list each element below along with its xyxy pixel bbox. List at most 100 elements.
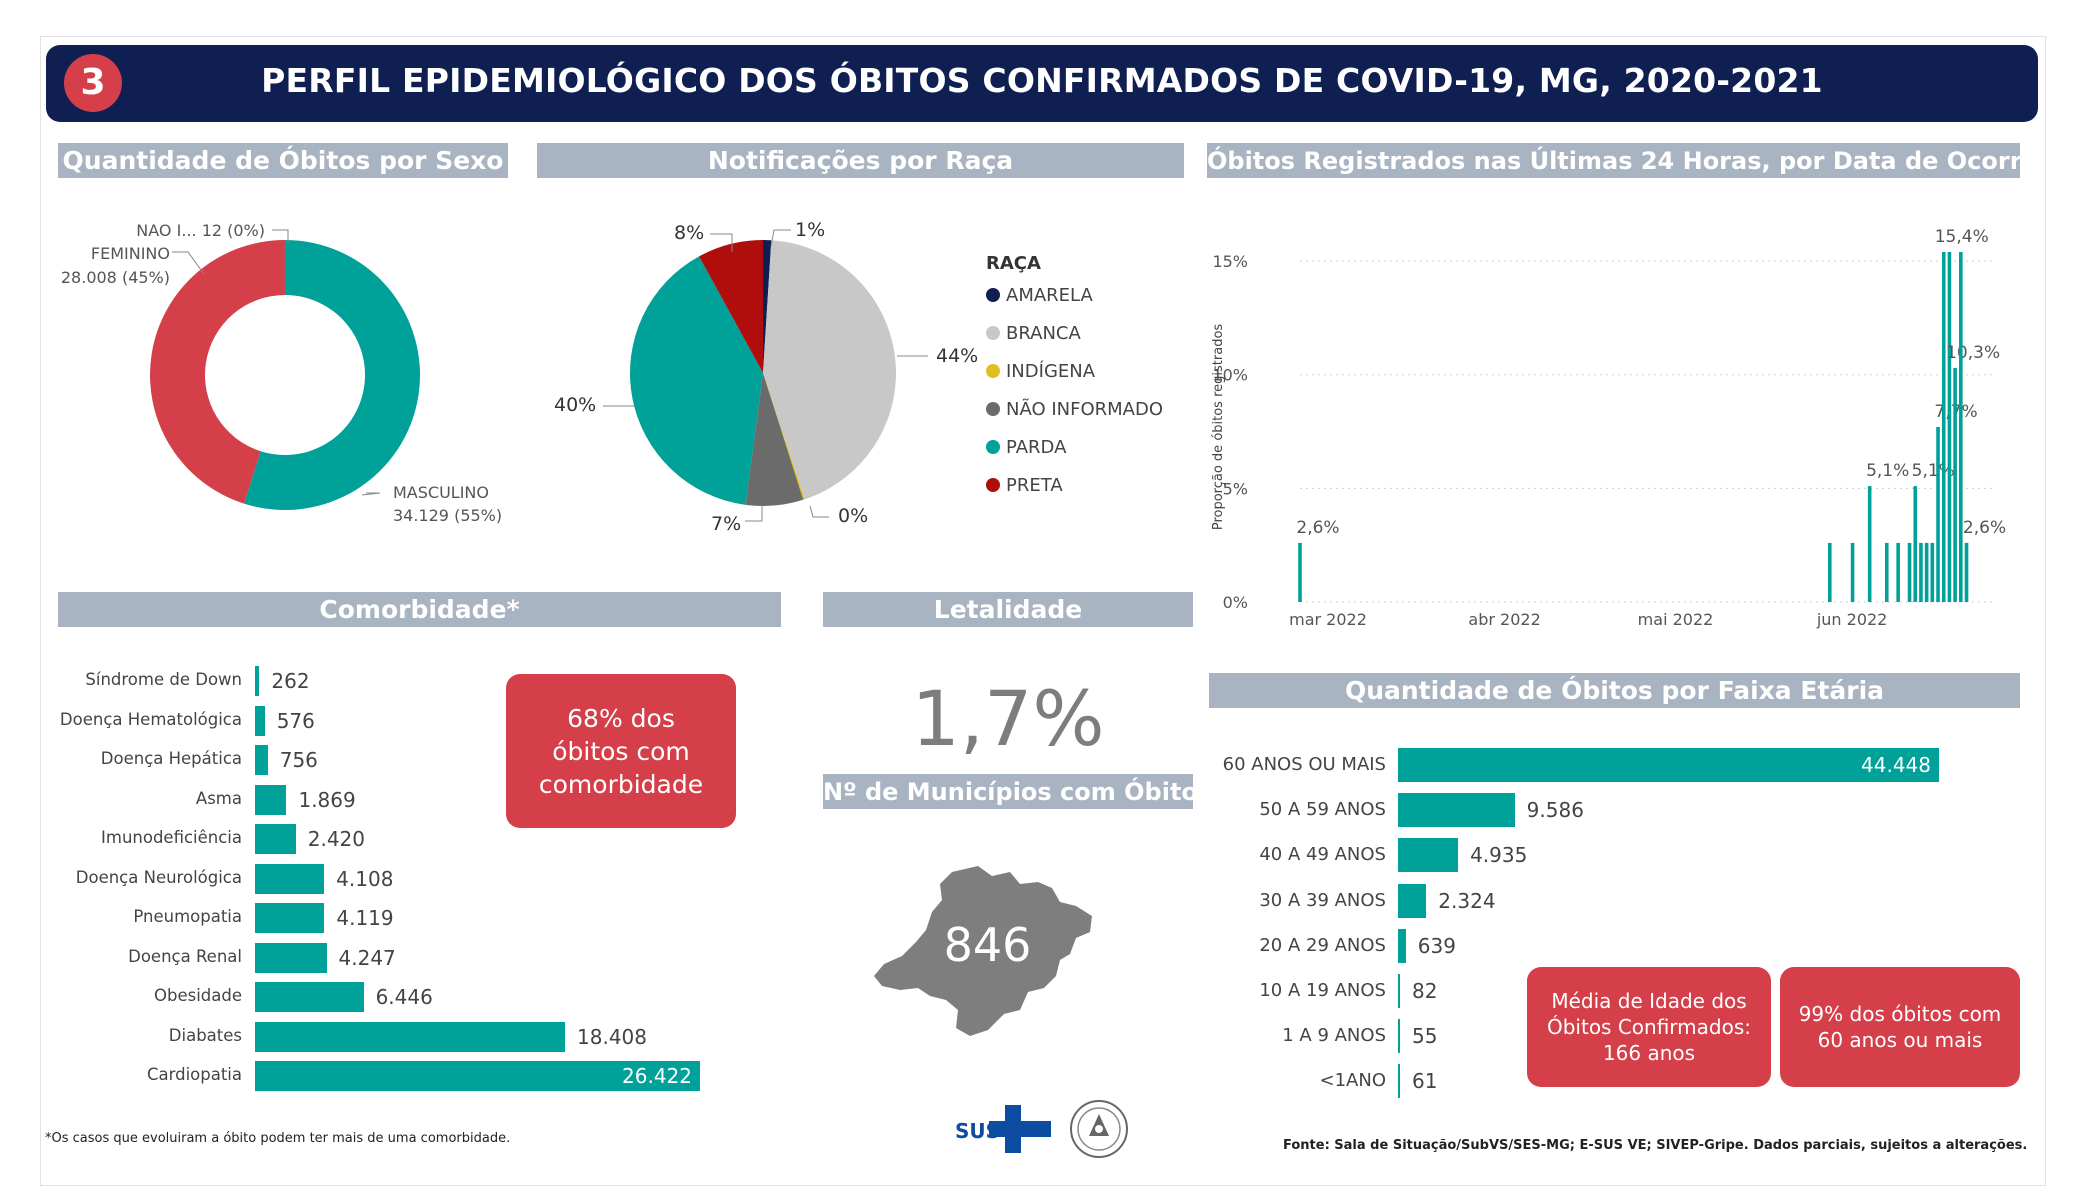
minas-gerais-map-icon [874, 866, 1092, 1036]
legend-dot [986, 326, 1000, 340]
footnote: *Os casos que evoluiram a óbito podem te… [45, 1131, 511, 1146]
bar [255, 824, 296, 854]
bar [1398, 1019, 1400, 1054]
column-bar [1827, 542, 1832, 602]
bar-category-label: 30 A 39 ANOS [1259, 889, 1386, 911]
bar-value-label: 61 [1412, 1069, 1438, 1094]
y-tick-label: 15% [1212, 252, 1248, 271]
bar [1398, 838, 1459, 873]
state-seal-icon [1070, 1100, 1128, 1158]
donut-label-feminino-name: FEMININO [90, 244, 170, 263]
pie-label-nao-informado: 7% [711, 513, 742, 535]
bar [1398, 793, 1515, 828]
bar [255, 784, 287, 815]
legend-item-branca: BRANCA [986, 323, 1081, 344]
bar [255, 982, 364, 1012]
legend-dot [986, 288, 1000, 302]
comorbidade-highlight-box: 68% dos óbitos com comorbidade [506, 674, 736, 828]
bar-value-label: 82 [1412, 979, 1438, 1003]
column-bar [1953, 367, 1957, 602]
bar-value-label: 18.408 [577, 1024, 647, 1049]
bar-category-label: 50 A 59 ANOS [1259, 799, 1386, 821]
bar-category-label: 60 ANOS OU MAIS [1222, 754, 1386, 775]
bar-category-label: Doença Hepática [100, 749, 242, 768]
legend-item-nao-informado: NÃO INFORMADO [986, 399, 1163, 420]
column-bar [1941, 252, 1946, 602]
y-tick-label: 0% [1223, 593, 1248, 612]
bar [1398, 883, 1427, 918]
section-faixa-title: Quantidade de Óbitos por Faixa Etária [1209, 673, 2020, 708]
bar-value-label: 4.119 [336, 906, 394, 930]
bar-category-label: Síndrome de Down [85, 670, 242, 689]
column-bar [1964, 542, 1969, 602]
column-bar [1298, 542, 1302, 602]
bar-category-label: 40 A 49 ANOS [1259, 844, 1386, 866]
pie-leader-lines [603, 229, 928, 522]
donut-label-nao-informado: NAO I... 12 (0%) [136, 221, 265, 240]
page-title: PERFIL EPIDEMIOLÓGICO DOS ÓBITOS CONFIRM… [261, 61, 1823, 100]
bar-value-label: 576 [276, 708, 315, 733]
bar-category-label: 10 A 19 ANOS [1259, 980, 1386, 1001]
pie-label-branca: 44% [936, 345, 979, 367]
section-comorbidade-title: Comorbidade* [58, 592, 781, 627]
pie-label-parda: 40% [554, 394, 597, 416]
pie-slice-indígena [763, 373, 805, 500]
sexo-donut-chart [150, 240, 421, 510]
section-letalidade-title: Letalidade [823, 592, 1193, 627]
column-bar [1924, 542, 1929, 602]
column-data-label: 10,3% [1946, 343, 2000, 363]
dashboard-frame [40, 36, 2046, 1186]
bar-value-label: 6.446 [375, 985, 433, 1009]
legend-dot [986, 402, 1000, 416]
bar-category-label: Doença Renal [128, 946, 242, 966]
bar-category-label: Cardiopatia [146, 1065, 242, 1084]
column-bar [1936, 427, 1940, 602]
x-tick-label: abr 2022 [1468, 610, 1540, 629]
municipios-value: 846 [943, 918, 1032, 972]
column-bar [1930, 542, 1935, 602]
bar [255, 863, 325, 894]
section-number-badge: 3 [64, 54, 122, 112]
page-header: 3 PERFIL EPIDEMIOLÓGICO DOS ÓBITOS CONFI… [46, 45, 2038, 122]
bar-value-label: 9.586 [1526, 798, 1584, 823]
source-note: Fonte: Sala de Situação/SubVS/SES-MG; E-… [1283, 1138, 2028, 1153]
x-tick-label: mar 2022 [1289, 610, 1367, 629]
legend-dot [986, 364, 1000, 378]
column-bar [1884, 542, 1889, 602]
bar [255, 1021, 566, 1052]
bar [1398, 928, 1406, 963]
pie-slice-branca [763, 240, 896, 500]
pie-slice-masculino [243, 240, 421, 510]
bar [255, 903, 325, 933]
bar [255, 705, 265, 736]
column-data-label: 15,4% [1935, 227, 1989, 247]
raca-pie-chart [630, 240, 896, 506]
column-bar [1959, 252, 1963, 602]
bar [1398, 748, 1939, 782]
bar [255, 942, 327, 973]
raca-legend-title: RAÇA [986, 253, 1041, 274]
bar-value-label: 639 [1417, 933, 1456, 958]
legend-item-indigena: INDÍGENA [986, 361, 1095, 382]
ultimas24-column-chart: 0% 5% 10% 15% Proporção de óbitos registrado… [1211, 227, 2006, 629]
bar-category-label: 20 A 29 ANOS [1259, 934, 1386, 956]
section-municipios-title: Nº de Municípios com Óbitos [823, 774, 1193, 809]
section-ultimas24-title: Óbitos Registrados nas Últimas 24 Horas,… [1207, 143, 2020, 178]
donut-label-masculino-value: 34.129 (55%) [393, 506, 503, 525]
svg-text:SUS: SUS [955, 1119, 1000, 1143]
bar-value-label: 2.324 [1438, 888, 1496, 913]
bar-value-label: 4.935 [1470, 843, 1528, 868]
donut-label-feminino-value: 28.008 (45%) [60, 268, 170, 287]
bar [255, 1061, 700, 1091]
bar-category-label: <1ANO [1319, 1070, 1386, 1092]
column-bar [1907, 542, 1912, 602]
x-tick-label: jun 2022 [1816, 610, 1888, 629]
bar-value-label: 55 [1412, 1024, 1438, 1049]
sus-logo-icon: SUS [955, 1105, 1051, 1153]
pie-slice-parda [630, 256, 763, 505]
legend-item-parda: PARDA [986, 437, 1066, 458]
bar-category-label: Doença Hematológica [59, 709, 242, 729]
faixa-highlight-box: 99% dos óbitos com 60 anos ou mais [1780, 967, 2020, 1087]
pie-label-indigena: 0% [838, 505, 869, 527]
column-bar [1913, 486, 1918, 602]
